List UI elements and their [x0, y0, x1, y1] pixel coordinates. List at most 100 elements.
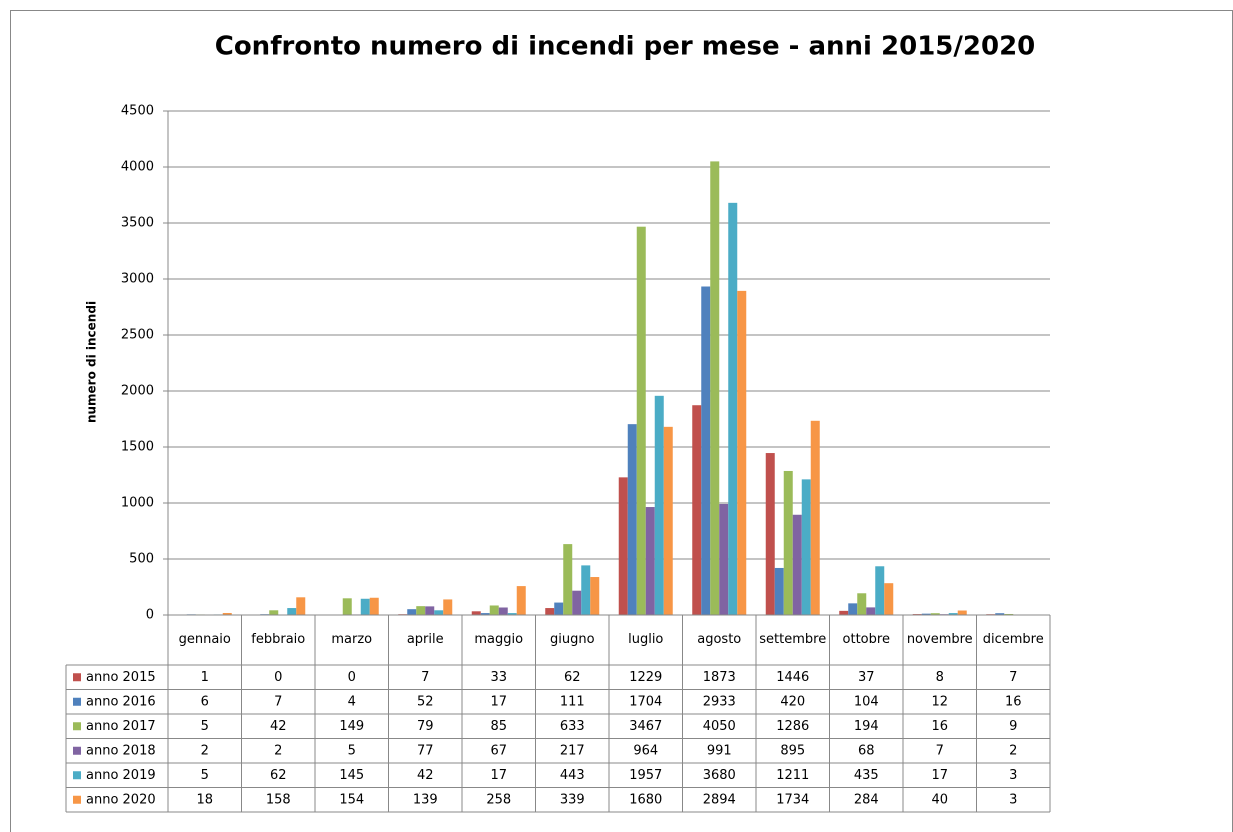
bar: [765, 453, 775, 615]
table-value: 1: [201, 670, 209, 685]
table-value: 5: [201, 768, 209, 783]
bar: [995, 613, 1005, 615]
table-value: 991: [707, 743, 732, 758]
bar: [498, 607, 508, 615]
table-value: 77: [417, 743, 434, 758]
x-tick-label: ottobre: [842, 632, 890, 647]
table-value: 16: [931, 719, 948, 734]
table-value: 1680: [629, 792, 662, 807]
bar: [425, 606, 435, 615]
x-tick-label-cell: settembre: [759, 632, 827, 647]
table-value: 2: [274, 743, 282, 758]
bar: [590, 577, 600, 615]
y-axis-label: numero di incendi: [85, 301, 99, 423]
bar: [663, 426, 673, 615]
bar: [516, 586, 526, 615]
bar: [581, 565, 591, 615]
y-tick-label: 3500: [121, 216, 154, 231]
table-value: 895: [780, 743, 805, 758]
x-tick-label-cell: ottobre: [842, 632, 890, 647]
bar: [848, 603, 858, 615]
y-tick-label: 1000: [121, 496, 154, 511]
table-value: 18: [196, 792, 213, 807]
table-value: 33: [490, 670, 507, 685]
x-tick-label: agosto: [697, 632, 742, 647]
x-tick-label-cell: gennaio: [179, 632, 231, 647]
x-tick-label: settembre: [759, 632, 827, 647]
table-value: 9: [1009, 719, 1017, 734]
table-value: 104: [854, 694, 879, 709]
table-value: 7: [421, 670, 429, 685]
table-value: 5: [201, 719, 209, 734]
x-tick-label-cell: dicembre: [983, 632, 1044, 647]
x-tick-label: febbraio: [251, 632, 306, 647]
table-value: 62: [270, 768, 287, 783]
x-tick-label-cell: agosto: [697, 632, 742, 647]
x-tick-label: giugno: [549, 632, 595, 647]
table-value: 1957: [629, 768, 662, 783]
table-value: 85: [490, 719, 507, 734]
bar: [839, 610, 849, 615]
bar: [710, 161, 720, 615]
bar: [563, 544, 573, 615]
table-value: 7: [936, 743, 944, 758]
bar: [692, 405, 702, 615]
bar: [627, 424, 637, 615]
bar: [719, 504, 729, 615]
y-tick-label: 0: [146, 608, 154, 623]
x-tick-label-cell: giugno: [549, 632, 595, 647]
x-tick-label: novembre: [906, 632, 973, 647]
table-value: 1446: [776, 670, 809, 685]
table-value: 2: [1009, 743, 1017, 758]
bar: [1004, 613, 1014, 615]
bar: [921, 613, 931, 615]
bar: [360, 598, 370, 615]
bar: [728, 202, 738, 615]
bar: [269, 610, 279, 615]
bar: [554, 602, 564, 615]
table-value: 67: [490, 743, 507, 758]
table-value: 194: [854, 719, 879, 734]
table-value: 5: [348, 743, 356, 758]
table-value: 52: [417, 694, 434, 709]
table-value: 12: [931, 694, 948, 709]
bar: [783, 470, 793, 615]
table-value: 1873: [703, 670, 736, 685]
y-tick-label: 1500: [121, 440, 154, 455]
table-value: 3: [1009, 768, 1017, 783]
table-value: 158: [266, 792, 291, 807]
table-value: 633: [560, 719, 585, 734]
table-value: 145: [339, 768, 364, 783]
table-value: 7: [274, 694, 282, 709]
bar: [654, 395, 664, 615]
table-value: 3680: [703, 768, 736, 783]
legend-label: anno 2019: [86, 768, 156, 783]
bar: [801, 479, 811, 615]
table-value: 17: [490, 694, 507, 709]
bar: [545, 608, 555, 615]
bar: [866, 607, 876, 615]
bar: [369, 597, 379, 615]
table-value: 339: [560, 792, 585, 807]
x-tick-label-cell: maggio: [474, 632, 523, 647]
bar: [774, 567, 784, 615]
table-value: 2933: [703, 694, 736, 709]
x-tick-label-cell: febbraio: [251, 632, 306, 647]
table-value: 6: [201, 694, 209, 709]
legend-key: [73, 771, 81, 780]
x-tick-label-cell: aprile: [407, 632, 444, 647]
bar: [636, 226, 646, 616]
bar: [810, 420, 820, 615]
bar: [884, 583, 894, 615]
table-value: 8: [936, 670, 944, 685]
table-value: 4050: [703, 719, 736, 734]
legend-label: anno 2018: [86, 743, 156, 758]
table-value: 1734: [776, 792, 809, 807]
bar: [443, 599, 453, 615]
bar: [489, 605, 499, 615]
x-tick-label: marzo: [331, 632, 373, 647]
table-value: 217: [560, 743, 585, 758]
table-value: 4: [348, 694, 356, 709]
bar: [618, 477, 628, 615]
